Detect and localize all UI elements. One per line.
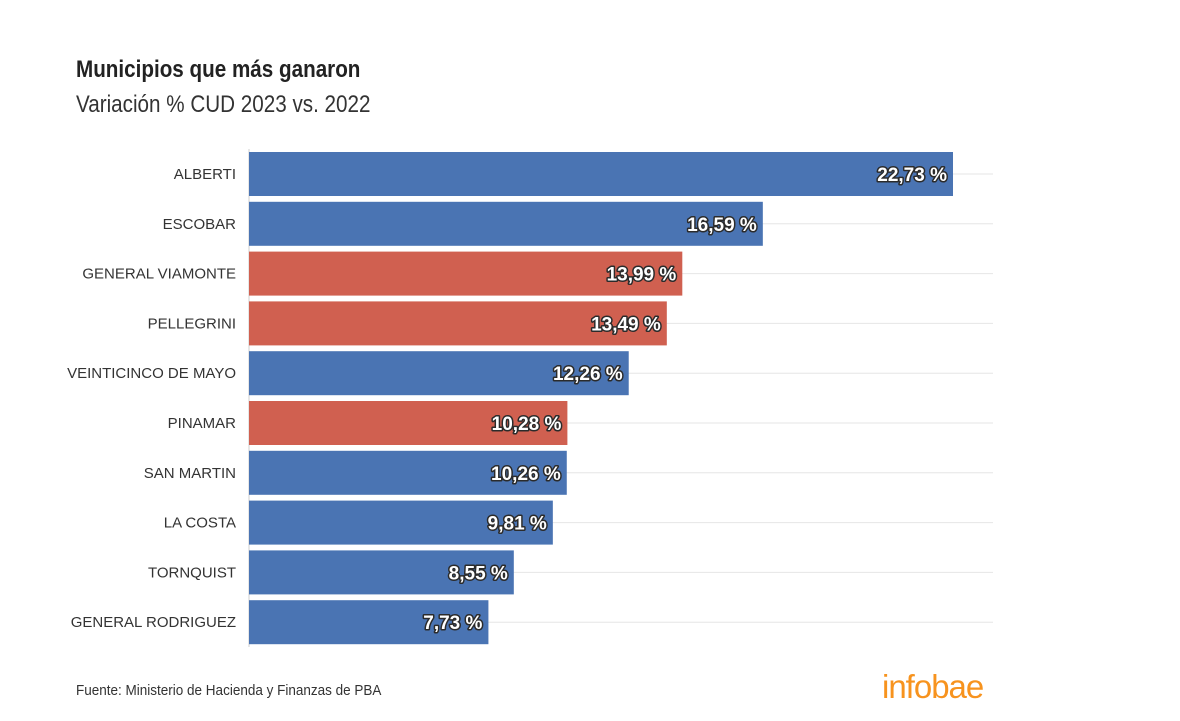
source-note: Fuente: Ministerio de Hacienda y Finanza… xyxy=(76,682,382,699)
bar xyxy=(249,401,568,445)
chart-title: Municipios que más ganaron xyxy=(76,56,361,83)
category-label: TORNQUIST xyxy=(148,564,236,581)
bar xyxy=(249,152,953,196)
value-label: 9,81 % xyxy=(488,514,547,535)
category-label: ESCOBAR xyxy=(163,216,237,233)
category-label: LA COSTA xyxy=(164,515,236,532)
value-label: 12,26 % xyxy=(553,364,623,385)
chart-subtitle: Variación % CUD 2023 vs. 2022 xyxy=(76,91,371,118)
bar xyxy=(249,201,763,246)
value-label: 13,99 % xyxy=(607,265,677,286)
category-label: VEINTICINCO DE MAYO xyxy=(67,365,236,382)
value-label: 16,59 % xyxy=(687,215,757,236)
category-label: SAN MARTIN xyxy=(144,465,236,482)
category-label: PINAMAR xyxy=(168,415,237,432)
bar xyxy=(249,550,514,595)
bar xyxy=(249,600,489,645)
value-label: 13,49 % xyxy=(591,314,661,335)
bar xyxy=(249,450,567,495)
category-label: PELLEGRINI xyxy=(148,315,236,332)
bars xyxy=(249,152,953,645)
bar xyxy=(249,251,683,296)
labels: ALBERTI 22,73 % ESCOBAR 16,59 % GENERAL VIAM… xyxy=(67,164,948,636)
bar xyxy=(249,301,667,346)
category-label: GENERAL RODRIGUEZ xyxy=(71,614,236,631)
value-label: 8,55 % xyxy=(449,563,508,584)
infobae-logo: infobae xyxy=(882,668,984,705)
bar xyxy=(249,500,553,545)
category-label: ALBERTI xyxy=(174,166,236,183)
category-label: GENERAL VIAMONTE xyxy=(82,266,236,283)
value-label: 10,26 % xyxy=(491,464,561,485)
value-label: 22,73 % xyxy=(877,165,947,186)
value-label: 7,73 % xyxy=(423,613,482,634)
bar xyxy=(249,351,629,396)
value-label: 10,28 % xyxy=(492,414,562,435)
